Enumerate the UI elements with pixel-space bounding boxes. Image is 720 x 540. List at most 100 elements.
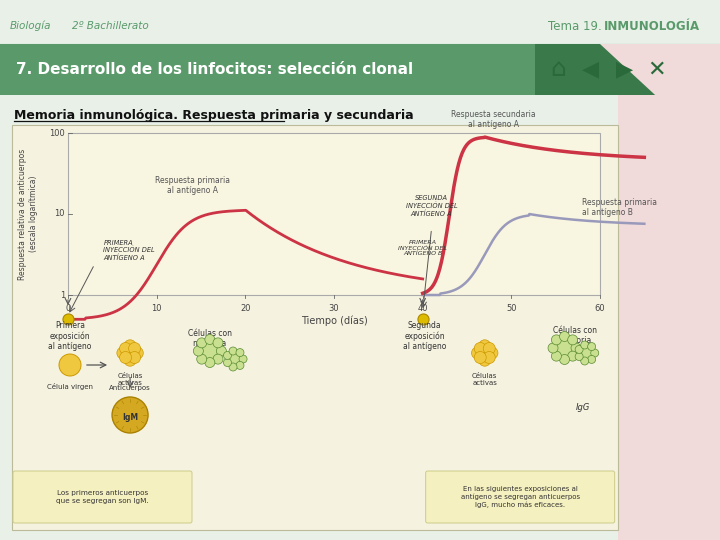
Circle shape [124,354,136,366]
Bar [0,44,535,95]
Circle shape [588,342,595,350]
Circle shape [229,363,237,371]
FancyBboxPatch shape [13,471,192,523]
Text: 100: 100 [49,129,65,138]
Circle shape [472,347,484,359]
Circle shape [129,342,140,354]
Text: 20: 20 [240,304,251,313]
Text: ⌂: ⌂ [550,57,566,82]
Circle shape [479,340,491,352]
Circle shape [223,352,231,360]
Circle shape [552,335,562,345]
Text: SEGUNDA
INYECCIÓN DEL
ANTÍGENO A: SEGUNDA INYECCIÓN DEL ANTÍGENO A [405,195,457,217]
Text: Respuesta primaria
al antígeno A: Respuesta primaria al antígeno A [155,176,230,195]
Bar [12,125,618,530]
Text: Células
activas: Células activas [472,373,498,386]
Text: Segunda
exposición
al antígeno: Segunda exposición al antígeno [403,321,446,352]
Circle shape [575,353,583,361]
Circle shape [59,354,81,376]
Text: 1: 1 [60,291,65,300]
Circle shape [228,352,242,366]
Circle shape [120,342,132,354]
Text: 60: 60 [595,304,606,313]
Text: PRIMERA
INYECCIÓN DEL
ANTÍGENO A: PRIMERA INYECCIÓN DEL ANTÍGENO A [104,240,156,261]
Text: Células
activas: Células activas [117,373,143,386]
Text: ✕: ✕ [648,59,666,79]
Text: INMUNOLOGÍA: INMUNOLOGÍA [604,19,700,32]
Circle shape [120,352,132,363]
Text: 10: 10 [151,304,162,313]
Circle shape [474,342,486,354]
Circle shape [486,347,498,359]
Circle shape [590,349,599,357]
Circle shape [200,341,220,361]
Circle shape [213,338,223,348]
Circle shape [239,355,247,363]
Text: Primera
exposición
al antígeno: Primera exposición al antígeno [48,321,91,352]
Text: 30: 30 [329,304,339,313]
Circle shape [479,354,491,366]
Circle shape [483,342,495,354]
Bar [68,133,600,295]
Bar [618,95,720,540]
Text: En las siguientes exposiciones al
antígeno se segregan anticuerpos
IgG, mucho má: En las siguientes exposiciones al antíge… [461,487,580,508]
Circle shape [567,335,577,345]
Text: Los primeros anticuerpos
que se segregan son IgM.: Los primeros anticuerpos que se segregan… [56,490,149,503]
Circle shape [554,338,575,358]
Text: 50: 50 [506,304,516,313]
Circle shape [581,357,589,365]
Text: Tema 19.: Tema 19. [548,19,606,32]
Circle shape [217,346,226,356]
Circle shape [229,347,237,355]
Circle shape [567,351,577,361]
Text: Células con
memoria: Células con memoria [552,326,597,346]
Circle shape [194,346,203,356]
Circle shape [236,361,244,369]
Circle shape [580,346,593,360]
Text: Respuesta relativa de anticuerpos
(escala logarítmica): Respuesta relativa de anticuerpos (escal… [18,148,37,280]
Circle shape [117,347,129,359]
Text: 7. Desarrollo de los linfocitos: selección clonal: 7. Desarrollo de los linfocitos: selecci… [16,62,413,77]
Text: Respuesta primaria
al antígeno B: Respuesta primaria al antígeno B [582,198,657,217]
Circle shape [559,354,570,364]
Circle shape [575,346,583,354]
Text: Células con
memoria: Células con memoria [188,329,232,348]
Circle shape [571,343,581,353]
Circle shape [581,341,589,349]
Circle shape [548,343,558,353]
Polygon shape [600,44,720,155]
Text: 2º Bachillerato: 2º Bachillerato [72,21,149,31]
Circle shape [236,349,244,356]
Text: PRIMERA
INYECCIÓN DEL
ANTÍGENO B: PRIMERA INYECCIÓN DEL ANTÍGENO B [398,240,447,256]
FancyBboxPatch shape [426,471,615,523]
Bar [535,44,720,95]
Text: 0: 0 [66,304,71,313]
Circle shape [124,340,136,352]
Text: Anticuerpos: Anticuerpos [109,385,151,391]
Text: 40: 40 [418,304,428,313]
Text: Tiempo (días): Tiempo (días) [301,315,367,326]
Text: IgG: IgG [575,403,590,413]
Circle shape [112,397,148,433]
Circle shape [205,334,215,345]
Circle shape [129,352,140,363]
Circle shape [223,359,231,367]
Text: ◀: ◀ [582,59,600,79]
Text: Célula virgen: Célula virgen [47,383,93,390]
Text: IgM: IgM [122,414,138,422]
Circle shape [205,357,215,368]
Text: Memoria inmunológica. Respuesta primaria y secundaria: Memoria inmunológica. Respuesta primaria… [14,109,413,122]
Circle shape [213,354,223,364]
Circle shape [559,332,570,341]
Circle shape [131,347,143,359]
Text: Respuesta secundaria
al antígeno A: Respuesta secundaria al antígeno A [451,110,536,129]
Circle shape [552,351,562,361]
Text: Biología: Biología [10,21,52,31]
Circle shape [197,338,207,348]
Circle shape [588,355,595,363]
Text: 10: 10 [55,210,65,219]
Text: ▶: ▶ [616,59,633,79]
Circle shape [197,354,207,364]
Circle shape [474,352,486,363]
Circle shape [483,352,495,363]
